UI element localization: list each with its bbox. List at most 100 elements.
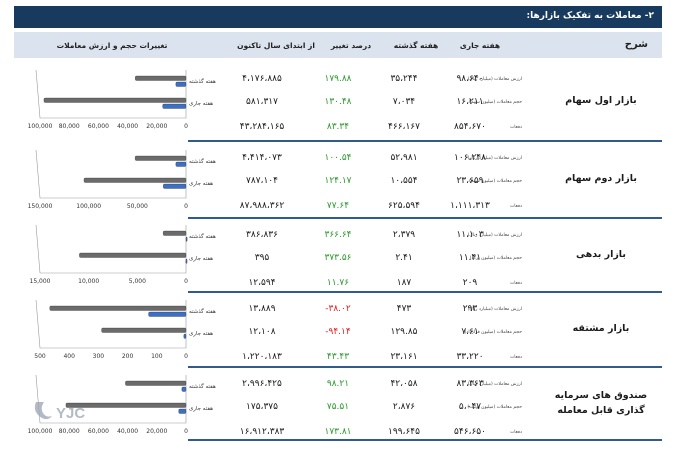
cell-ytd: ۱،۲۲۰،۱۸۳ — [242, 352, 282, 362]
axis-frame — [35, 149, 187, 199]
tick-label: 40,000 — [117, 428, 138, 435]
cell-ytd: ۱۶،۹۱۲،۳۸۳ — [239, 427, 285, 437]
cell-this-week: ۲۳،۶۵۹ — [456, 176, 484, 186]
cell-ytd: ۴۳،۲۸۴،۱۶۵ — [239, 122, 285, 132]
cell-pct: ۱۲۴.۱۷ — [324, 176, 352, 186]
row-label: ارزش معاملات (میلیارد ریال) — [467, 156, 522, 161]
cell-last-week: ۷،۰۳۴ — [392, 97, 416, 107]
cell-pct: ۹۸.۲۱ — [326, 379, 350, 389]
row-label: دفعات — [510, 125, 522, 130]
cell-this-week: ۳۳،۲۲۰ — [456, 352, 484, 362]
cell-ytd: ۳۹۵ — [254, 253, 270, 263]
row-label: دفعات — [510, 281, 522, 286]
cell-last-week: ۲،۳۷۹ — [392, 230, 416, 240]
market-name: بازار مشتقه — [572, 323, 630, 334]
tick-label: 60,000 — [88, 123, 109, 130]
bar-chart: هفته گذشته هفته جاری 150,000 100,000 50,000 0 — [14, 146, 216, 218]
cell-last-week: ۳۵،۲۴۴ — [390, 74, 418, 84]
tick-label: 80,000 — [59, 123, 80, 130]
cell-last-week: ۲،۸۷۶ — [392, 402, 416, 412]
bar — [162, 103, 187, 109]
bar — [185, 236, 188, 242]
tick-label: 10,000 — [78, 278, 99, 285]
bar — [148, 311, 187, 317]
row-label: دفعات — [510, 430, 522, 435]
cell-last-week: ۴۷۳ — [396, 304, 412, 314]
cell-ytd: ۳۸۶،۸۳۶ — [246, 230, 278, 240]
row-label: حجم معاملات (میلیون سهم) — [469, 100, 522, 105]
tick-label: 40,000 — [117, 123, 138, 130]
tick-label: 0 — [184, 428, 188, 435]
cell-ytd: ۲،۹۹۶،۴۲۵ — [242, 379, 282, 389]
tick-label: 100 — [151, 353, 163, 360]
cell-pct: ۱۱.۷۶ — [326, 278, 350, 288]
cell-last-week: ۱۹۹،۶۴۵ — [388, 427, 420, 437]
bar — [49, 305, 187, 311]
tick-label: 0 — [184, 353, 188, 360]
row-label: حجم معاملات (میلیون برگه) — [469, 256, 522, 261]
category-label: هفته گذشته — [189, 308, 216, 315]
chart-svg: هفته گذشته هفته جاری 15,000 10,000 5,000 0 — [30, 224, 216, 285]
axis-frame — [35, 374, 187, 424]
category-label: هفته جاری — [189, 331, 213, 337]
section-divider — [188, 140, 662, 142]
cell-ytd: ۷۸۷،۱۰۴ — [246, 176, 278, 186]
tick-label: 100,000 — [76, 203, 101, 210]
cell-last-week: ۶۲۵،۵۹۴ — [388, 201, 420, 211]
cell-this-week: ۱۱.۴۱ — [458, 253, 482, 263]
cell-last-week: ۲۳،۱۶۱ — [390, 352, 418, 362]
page-title-bar: ۲- معاملات به تفکیک بازارها: — [14, 6, 662, 28]
header-ytd: از ابتدای سال تاکنون — [237, 41, 315, 50]
cell-pct: ۱۰۰.۵۴ — [324, 153, 352, 163]
cell-pct: ۱۳۰.۴۸ — [324, 97, 352, 107]
header-sharh: شرح — [624, 39, 648, 50]
cell-last-week: ۱۲۹.۸۵ — [390, 327, 418, 337]
bar-chart: هفته گذشته هفته جاری 100,000 80,000 60,000 40… — [14, 66, 216, 138]
cell-this-week: ۱،۱۱۱،۳۱۳ — [450, 201, 490, 211]
bar — [175, 161, 187, 167]
tick-label: 150,000 — [28, 203, 53, 210]
cell-this-week: ۲۹۳ — [462, 304, 478, 314]
bar — [125, 380, 187, 386]
header-last-week: هفته گذشته — [393, 41, 439, 50]
table-header: شرح هفته جاری هفته گذشته درصد تغییر از ا… — [14, 32, 662, 58]
cell-pct: ۸۳.۳۴ — [326, 122, 350, 132]
bar-chart: هفته گذشته هفته جاری 15,000 10,000 5,000 0 — [14, 221, 216, 293]
tick-label: 15,000 — [30, 278, 51, 285]
market-name: بازار بدهی — [576, 248, 626, 260]
bar — [175, 81, 187, 87]
cell-ytd: ۸۷،۹۸۸،۳۶۲ — [239, 201, 285, 211]
header-this-week: هفته جاری — [459, 41, 501, 50]
cell-this-week: ۸۵۴،۶۷۰ — [454, 122, 486, 132]
tick-label: 0 — [184, 203, 188, 210]
market-name: صندوق های سرمایه گذاری قابل معامله — [554, 390, 648, 416]
bar — [134, 155, 187, 161]
cell-ytd: ۱۷۵،۳۷۵ — [246, 402, 278, 412]
row-label: حجم معاملات (میلیون قرارداد) — [464, 330, 522, 335]
bar — [181, 386, 187, 392]
cell-pct: ۳۷۳.۵۶ — [324, 253, 352, 263]
bar — [101, 327, 187, 333]
axis-frame — [35, 224, 187, 274]
header-chart-title: تغییرات حجم و ارزش معاملات — [56, 41, 168, 50]
cell-this-week: ۵،۰۴۷ — [458, 402, 482, 412]
tick-label: 20,000 — [146, 428, 167, 435]
category-label: هفته گذشته — [189, 383, 216, 390]
cell-this-week: ۱۱،۱۰۳ — [456, 230, 484, 240]
chart-svg: هفته گذشته هفته جاری 100,000 80,000 60,000 40… — [28, 69, 216, 130]
cell-pct: ۱۷۹.۸۸ — [324, 74, 352, 84]
row-label: حجم معاملات (میلیون سهم) — [469, 179, 522, 184]
bar — [135, 75, 187, 81]
cell-ytd: ۱۲،۵۹۴ — [248, 278, 276, 288]
tick-label: 0 — [184, 123, 188, 130]
tick-label: 100,000 — [28, 428, 53, 435]
yjc-logo: YJC — [34, 402, 85, 422]
cell-this-week: ۵۴۶،۶۵۰ — [454, 427, 486, 437]
tick-label: 5,000 — [129, 278, 146, 285]
cell-last-week: ۱۰،۵۵۴ — [390, 176, 418, 186]
bar — [178, 408, 187, 414]
market-name: بازار اول سهام — [565, 95, 637, 106]
header-pct-change: درصد تغییر — [330, 41, 372, 50]
cell-pct: ۳۶۶.۶۴ — [324, 230, 352, 240]
cell-ytd: ۴،۴۱۴،۰۷۳ — [242, 153, 282, 163]
